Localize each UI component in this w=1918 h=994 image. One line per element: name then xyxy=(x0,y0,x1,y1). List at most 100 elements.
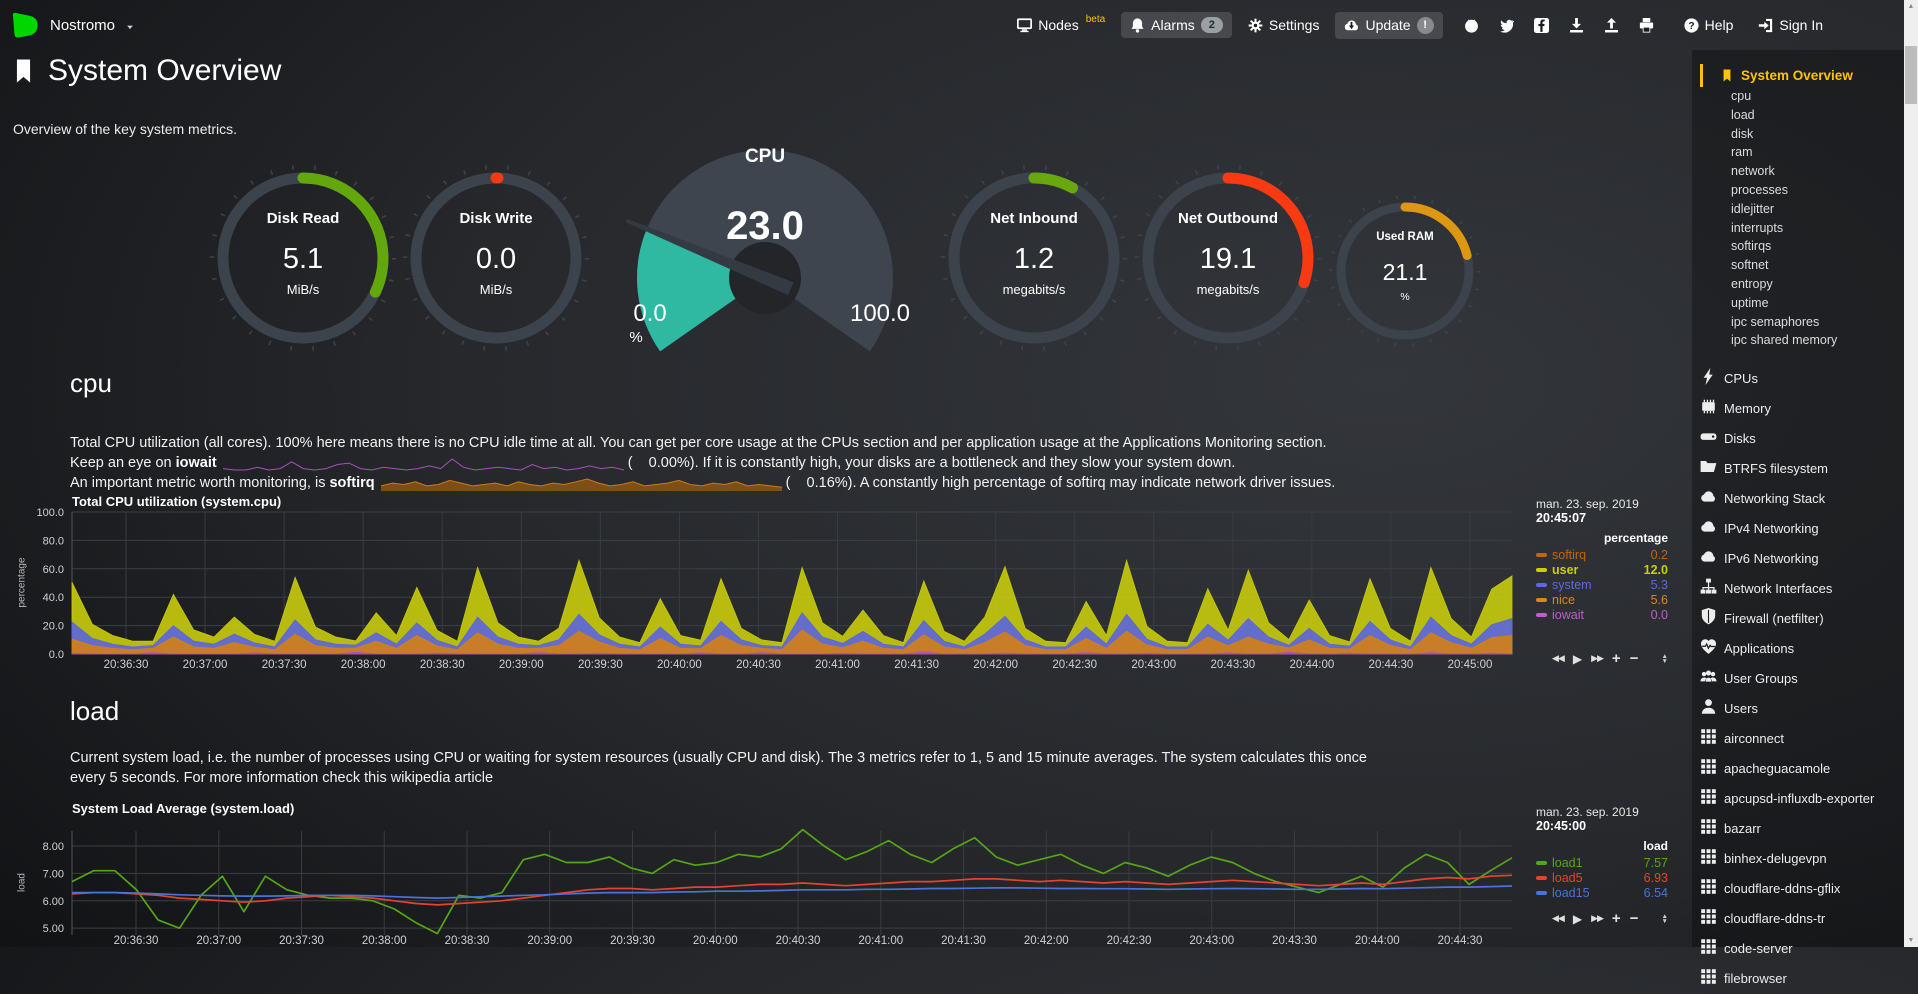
sidebar-item-apcupsd-influxdb-exporter[interactable]: apcupsd-influxdb-exporter xyxy=(1700,784,1880,814)
play-button[interactable]: ▶ xyxy=(1572,911,1583,926)
sidebar-item-airconnect[interactable]: airconnect xyxy=(1700,724,1880,754)
sidebar-item-system-overview[interactable]: System Overview xyxy=(1700,64,1896,87)
zoom-out-button[interactable]: − xyxy=(1629,910,1639,927)
gauge-net-inbound[interactable]: Net Inbound 1.2 megabits/s xyxy=(934,158,1134,358)
zoom-in-button[interactable]: + xyxy=(1611,650,1621,667)
zoom-in-button[interactable]: + xyxy=(1611,910,1621,927)
sidebar-subitem-softnet[interactable]: softnet xyxy=(1731,258,1769,273)
sidebar-item-label: apacheguacamole xyxy=(1724,761,1831,777)
sidebar-item-firewall-netfilter-[interactable]: Firewall (netfilter) xyxy=(1700,604,1880,634)
pan-forward-button[interactable]: ▶▶ xyxy=(1591,913,1604,923)
nav-nodes[interactable]: Nodes beta xyxy=(1008,12,1114,38)
sidebar-item-networking-stack[interactable]: Networking Stack xyxy=(1700,484,1880,514)
sidebar-item-memory[interactable]: Memory xyxy=(1700,394,1880,424)
svg-text:80.0: 80.0 xyxy=(43,535,64,547)
pan-backward-button[interactable]: ◀◀ xyxy=(1552,913,1565,923)
nav-settings[interactable]: Settings xyxy=(1239,12,1329,38)
download-button[interactable] xyxy=(1561,13,1592,38)
github-button[interactable] xyxy=(1456,13,1487,38)
sidebar-subitem-cpu[interactable]: cpu xyxy=(1731,89,1752,103)
legend-series-load1[interactable]: load1 7.57 xyxy=(1536,855,1668,870)
gauge-disk-write[interactable]: Disk Write 0.0 MiB/s xyxy=(396,158,596,358)
svg-text:6.00: 6.00 xyxy=(43,896,64,908)
grid-icon xyxy=(1700,848,1717,870)
sidebar-subitem-ram[interactable]: ram xyxy=(1731,145,1753,160)
sidebar-item-ipv4-networking[interactable]: IPv4 Networking xyxy=(1700,514,1880,544)
svg-text:20:44:30: 20:44:30 xyxy=(1369,659,1414,671)
sidebar-item-btrfs-filesystem[interactable]: BTRFS filesystem xyxy=(1700,454,1880,484)
legend-series-load15[interactable]: load15 6.54 xyxy=(1536,885,1668,900)
legend-series-user[interactable]: user 12.0 xyxy=(1536,562,1668,577)
sidebar-item-network-interfaces[interactable]: Network Interfaces xyxy=(1700,574,1880,604)
sidebar-item-user-groups[interactable]: User Groups xyxy=(1700,664,1880,694)
gauge-net-outbound[interactable]: Net Outbound 19.1 megabits/s xyxy=(1128,158,1328,358)
scroll-up-arrow-icon[interactable]: ▲ xyxy=(1907,3,1915,10)
legend-series-system[interactable]: system 5.3 xyxy=(1536,577,1668,592)
nav-update[interactable]: Update ! xyxy=(1335,11,1443,39)
sidebar-item-applications[interactable]: Applications xyxy=(1700,634,1880,664)
pan-forward-button[interactable]: ▶▶ xyxy=(1591,653,1604,663)
sidebar-item-apacheguacamole[interactable]: apacheguacamole xyxy=(1700,754,1880,784)
zoom-out-button[interactable]: − xyxy=(1629,650,1639,667)
legend-series-iowait[interactable]: iowait 0.0 xyxy=(1536,607,1668,622)
cloud-icon xyxy=(1700,488,1717,510)
nav-help[interactable]: ? Help xyxy=(1675,12,1743,38)
sidebar-item-ipv6-networking[interactable]: IPv6 Networking xyxy=(1700,544,1880,574)
gauge-title: CPU xyxy=(744,146,786,167)
sidebar-item-filebrowser[interactable]: filebrowser xyxy=(1700,964,1880,994)
nav-sign-in[interactable]: Sign In xyxy=(1749,12,1832,38)
sidebar-subitem-network[interactable]: network xyxy=(1731,164,1775,179)
sidebar-item-users[interactable]: Users xyxy=(1700,694,1880,724)
gauge-ring xyxy=(209,164,397,352)
legend-series-softirq[interactable]: softirq 0.2 xyxy=(1536,547,1668,562)
sidebar-item-disks[interactable]: Disks xyxy=(1700,424,1880,454)
legend-label: user xyxy=(1552,562,1579,577)
gauge-used-ram[interactable]: Used RAM 21.1% xyxy=(1322,188,1488,354)
gauge-units: megabits/s xyxy=(1002,282,1066,297)
sidebar-subitem-entropy[interactable]: entropy xyxy=(1731,276,1773,291)
series-nice xyxy=(71,629,1513,655)
cpu-chart[interactable]: 0.0 20.0 40.0 60.0 80.0 100.0 20:36:30 20:37:00… xyxy=(20,497,1520,677)
sidebar-item-cpus[interactable]: CPUs xyxy=(1700,364,1880,394)
gauge-cpu[interactable]: CPU 23.0 0.0 100.0% xyxy=(605,118,925,438)
svg-text:20:38:00: 20:38:00 xyxy=(341,659,386,671)
gauge-units: MiB/s xyxy=(479,282,513,297)
facebook-button[interactable] xyxy=(1526,13,1557,38)
sidebar-item-binhex-delugevpn[interactable]: binhex-delugevpn xyxy=(1700,844,1880,874)
nav-alarms[interactable]: Alarms 2 xyxy=(1121,12,1232,38)
sidebar-subitem-ipc-semaphores[interactable]: ipc semaphores xyxy=(1731,314,1820,329)
load-chart[interactable]: 5.00 6.00 7.00 8.00 20:36:30 20:37:00 20:37:30… xyxy=(20,800,1520,946)
sidebar-item-cloudflare-ddns-tr[interactable]: cloudflare-ddns-tr xyxy=(1700,904,1880,934)
print-button[interactable] xyxy=(1631,13,1662,38)
bookmark-icon xyxy=(1721,68,1733,83)
gauge-disk-read[interactable]: Disk Read 5.1 MiB/s xyxy=(203,158,403,358)
sidebar-subitem-softirqs[interactable]: softirqs xyxy=(1731,239,1772,254)
nav-nodes-label: Nodes xyxy=(1038,17,1079,33)
svg-text:20:37:00: 20:37:00 xyxy=(196,935,241,946)
twitter-button[interactable] xyxy=(1491,13,1522,38)
sidebar-subitem-interrupts[interactable]: interrupts xyxy=(1731,220,1784,235)
play-button[interactable]: ▶ xyxy=(1572,651,1583,666)
sidebar-subitem-disk[interactable]: disk xyxy=(1731,126,1754,141)
sidebar-subitem-uptime[interactable]: uptime xyxy=(1731,295,1769,310)
legend-series-load5[interactable]: load5 6.93 xyxy=(1536,870,1668,885)
node-selector[interactable]: Nostromo xyxy=(10,9,135,41)
sidebar-subitem-processes[interactable]: processes xyxy=(1731,182,1788,197)
sidebar-item-cloudflare-ddns-gflix[interactable]: cloudflare-ddns-gflix xyxy=(1700,874,1880,904)
page-scrollbar[interactable]: ▲ ▼ xyxy=(1904,0,1918,947)
scrollbar-thumb[interactable] xyxy=(1905,46,1917,104)
sidebar-item-bazarr[interactable]: bazarr xyxy=(1700,814,1880,844)
legend-series-nice[interactable]: nice 5.6 xyxy=(1536,592,1668,607)
cloud-icon xyxy=(1700,518,1717,540)
upload-button[interactable] xyxy=(1596,13,1627,38)
sidebar-subitem-ipc-shared-memory[interactable]: ipc shared memory xyxy=(1731,333,1838,348)
legend-value: 5.3 xyxy=(1650,577,1668,592)
resize-handle[interactable]: ▲ ▼ xyxy=(1661,652,1668,665)
scroll-down-arrow-icon[interactable]: ▼ xyxy=(1907,937,1915,944)
sidebar-subitem-load[interactable]: load xyxy=(1731,107,1755,122)
cpu-chart-legend: man. 23. sep. 2019 20:45:07 percentage soft… xyxy=(1536,497,1668,622)
pan-backward-button[interactable]: ◀◀ xyxy=(1552,653,1565,663)
sidebar-subitem-idlejitter[interactable]: idlejitter xyxy=(1731,201,1775,216)
sidebar-item-code-server[interactable]: code-server xyxy=(1700,934,1880,964)
resize-handle[interactable]: ▲ ▼ xyxy=(1661,912,1668,925)
